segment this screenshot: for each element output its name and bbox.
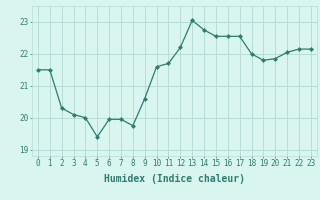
X-axis label: Humidex (Indice chaleur): Humidex (Indice chaleur)	[104, 174, 245, 184]
